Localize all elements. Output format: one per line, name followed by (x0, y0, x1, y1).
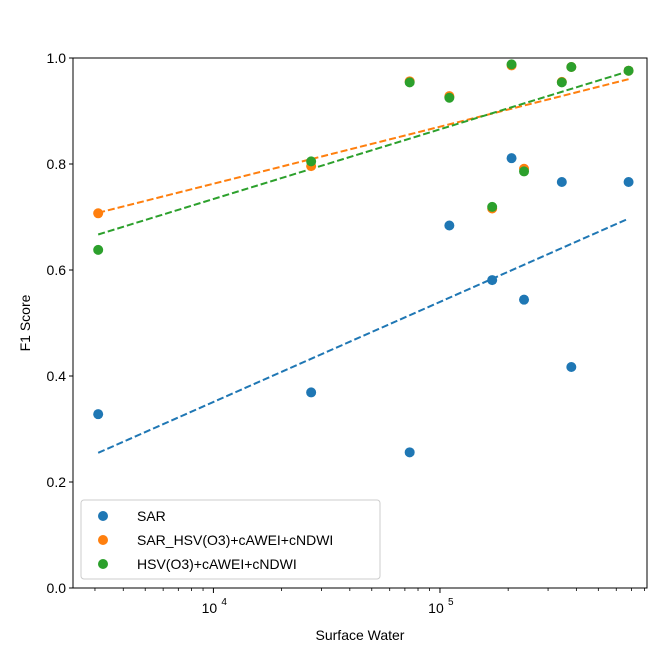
y-tick-label: 0.4 (47, 368, 67, 384)
data-point (306, 156, 317, 167)
trend-line (97, 70, 629, 236)
data-point (404, 77, 415, 88)
x-tick-exponent: 4 (221, 597, 227, 608)
data-point (506, 153, 517, 164)
legend-label: SAR (137, 508, 166, 524)
y-tick-label: 0.6 (47, 262, 67, 278)
data-point (506, 59, 517, 70)
trend-line (97, 78, 629, 214)
y-tick-label: 1.0 (47, 50, 67, 66)
y-tick-label: 0.0 (47, 580, 67, 596)
data-point (404, 447, 415, 458)
data-points (93, 59, 634, 458)
data-point (519, 166, 530, 177)
data-point (93, 244, 104, 255)
x-axis-ticks: 10 4 10 5 (94, 588, 645, 616)
data-point (556, 177, 567, 188)
data-point (623, 177, 634, 188)
legend-box (80, 499, 381, 580)
legend-marker (98, 559, 108, 569)
x-tick-label: 10 (202, 600, 218, 616)
x-tick-exponent: 5 (448, 597, 454, 608)
data-point (566, 62, 577, 73)
x-axis-label: Surface Water (316, 627, 405, 643)
data-point (93, 208, 104, 219)
legend-marker (98, 511, 108, 521)
data-point (444, 92, 455, 103)
trend-lines (97, 70, 629, 454)
axes (72, 57, 648, 589)
legend-label: HSV(O3)+cAWEI+cNDWI (137, 556, 297, 572)
plot-frame (72, 57, 648, 589)
data-point (93, 409, 104, 420)
data-point (556, 77, 567, 88)
legend: SAR SAR_HSV(O3)+cAWEI+cNDWI HSV(O3)+cAWEI+… (80, 499, 381, 580)
data-point (519, 294, 530, 305)
y-axis-label: F1 Score (17, 294, 33, 351)
trend-line (97, 217, 629, 454)
y-axis-ticks: 0.0 0.2 0.4 0.6 0.8 1.0 (47, 50, 73, 596)
data-point (487, 275, 498, 286)
data-point (306, 387, 317, 398)
data-point (444, 220, 455, 231)
y-tick-label: 0.8 (47, 156, 67, 172)
x-tick-label: 10 (428, 600, 444, 616)
y-tick-label: 0.2 (47, 474, 67, 490)
data-point (487, 201, 498, 212)
legend-marker (98, 535, 108, 545)
legend-label: SAR_HSV(O3)+cAWEI+cNDWI (137, 532, 333, 548)
data-point (623, 65, 634, 76)
data-point (566, 361, 577, 372)
